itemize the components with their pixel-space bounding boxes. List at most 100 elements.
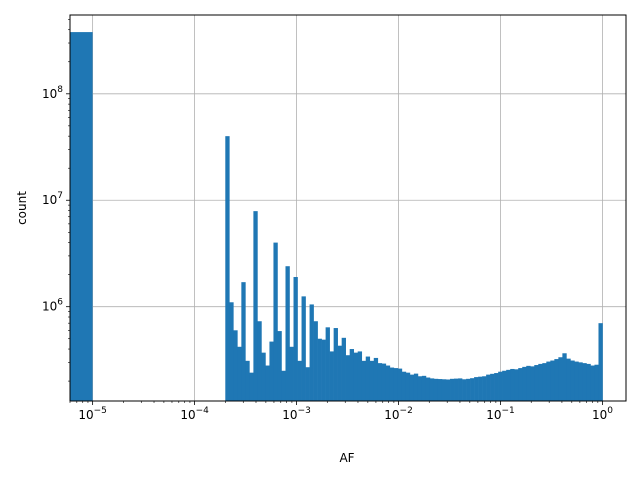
histogram-bar: [333, 328, 338, 401]
histogram-bar: [598, 323, 603, 401]
histogram-bar: [526, 365, 531, 401]
histogram-bar: [429, 378, 435, 401]
histogram-bar: [417, 376, 423, 401]
histogram-bar: [486, 374, 491, 401]
x-tick-label: 10−4: [180, 406, 209, 422]
histogram-bar: [441, 379, 447, 401]
histogram-bar: [397, 368, 403, 401]
histogram-bar: [570, 360, 575, 401]
histogram-bar: [558, 357, 563, 401]
histogram-bar: [542, 363, 547, 401]
x-tick-label: 10−5: [78, 406, 107, 422]
histogram-bar: [245, 360, 250, 401]
histogram-bar: [269, 341, 274, 401]
histogram-bar: [494, 373, 499, 401]
grid-lines: [70, 15, 626, 401]
histogram-bar: [433, 378, 439, 401]
x-axis-label: AF: [339, 451, 354, 465]
histogram-bar: [506, 369, 511, 401]
histogram-bar: [482, 376, 487, 401]
histogram-bar: [546, 361, 551, 401]
histogram-bar: [337, 345, 342, 401]
histogram-bar: [574, 361, 579, 401]
histogram-bar: [377, 363, 383, 401]
histogram-bar: [530, 366, 535, 401]
histogram-bar: [522, 366, 527, 401]
histogram-bar: [373, 357, 379, 401]
x-axis-ticks: 10−5 10−4 10−3 10−2 10−1 100: [78, 401, 613, 422]
histogram-bar: [466, 378, 471, 401]
histogram-bar: [265, 365, 270, 401]
y-tick-label: 107: [42, 191, 63, 207]
histogram-bar: [534, 365, 539, 401]
histogram-bar: [462, 379, 467, 401]
histogram-bar: [325, 327, 330, 401]
histogram-bar: [321, 339, 326, 401]
histogram-bar: [454, 378, 459, 401]
histogram-bar: [353, 352, 359, 401]
histogram-bar: [349, 349, 355, 401]
histogram-bar: [437, 379, 443, 401]
histogram-bar: [389, 367, 395, 401]
histogram-bar: [582, 363, 587, 401]
histogram-bar: [277, 331, 282, 401]
histogram-bar: [413, 373, 419, 401]
y-tick-label: 108: [42, 85, 63, 101]
histogram-bar: [305, 367, 310, 401]
histogram-bar: [345, 355, 350, 401]
x-tick-label: 10−2: [384, 406, 413, 422]
histogram-bar: [450, 378, 455, 401]
histogram-bar: [273, 242, 278, 401]
histogram-bar: [421, 375, 427, 401]
histogram-bar: [309, 304, 314, 401]
histogram-bar: [498, 371, 503, 401]
histogram-bar: [518, 368, 523, 401]
histogram-bar: [357, 351, 363, 401]
y-tick-label: 106: [42, 298, 63, 314]
histogram-bar: [446, 379, 451, 401]
histogram-bar: [257, 321, 262, 401]
histogram-bar: [233, 330, 238, 401]
histogram-bar: [285, 266, 290, 401]
x-tick-label: 10−1: [486, 406, 515, 422]
plot-frame: [69, 14, 627, 402]
histogram-bar: [361, 360, 367, 401]
histogram-bar: [297, 360, 302, 401]
histogram-bar: [586, 363, 591, 401]
histogram-bar: [301, 296, 306, 401]
histogram-bar: [249, 372, 254, 401]
histogram-bar: [409, 374, 415, 401]
histogram-bar: [393, 368, 399, 401]
histogram-bar: [562, 353, 567, 401]
histogram-bar: [329, 351, 334, 401]
histogram-bar: [229, 302, 234, 401]
histogram-bar: [237, 346, 242, 401]
histogram-bar: [289, 346, 294, 401]
histogram-bar: [317, 338, 322, 401]
histogram-bar: [538, 363, 543, 401]
histogram-bar: [425, 377, 431, 401]
histogram-bar: [478, 376, 483, 401]
histogram-bar: [474, 377, 479, 401]
histogram-bar: [281, 370, 286, 401]
histogram-bar: [550, 360, 555, 401]
histogram-bar: [594, 364, 599, 401]
histogram-bar: [313, 321, 318, 401]
histogram-bar: [470, 378, 475, 401]
y-axis-label: count: [15, 191, 29, 225]
histogram-bar: [405, 372, 411, 401]
histogram-bar: [369, 360, 375, 401]
histogram-bar: [458, 378, 463, 401]
histogram-bar: [70, 32, 93, 401]
histogram-bar: [401, 371, 407, 401]
histogram-bar: [341, 337, 346, 401]
histogram-bar: [490, 373, 495, 401]
histogram-bar: [502, 370, 507, 401]
histogram-bar: [293, 277, 298, 401]
histogram-bar: [365, 356, 371, 401]
histogram-bar: [514, 369, 519, 401]
x-tick-label: 10−3: [282, 406, 311, 422]
y-axis-ticks: 106 107 108: [42, 85, 70, 314]
histogram-bar: [381, 363, 387, 401]
